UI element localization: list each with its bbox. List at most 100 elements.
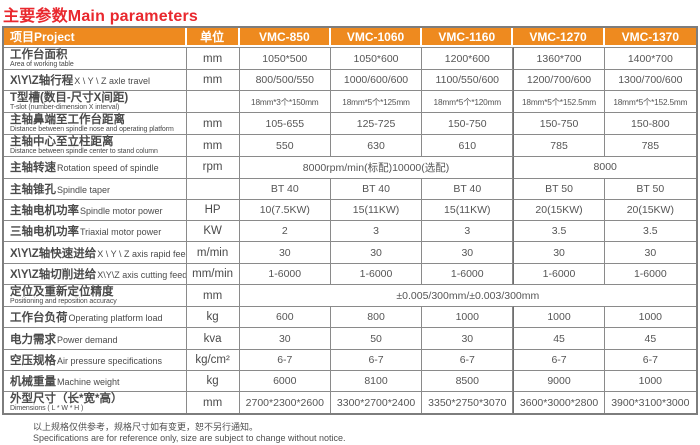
- cell-value: 1050*500: [239, 47, 331, 69]
- table-row: 外型尺寸（长*宽*高） Dimensions ( L * W * H ) mm 270…: [4, 391, 696, 414]
- cell-value: 1000: [513, 306, 605, 328]
- cell-value: 550: [239, 134, 331, 157]
- disclaimer-en: Specifications are for reference only, s…: [33, 433, 346, 444]
- row-label: 主轴转速Rotation speed of spindle: [4, 156, 187, 178]
- row-label-en: Distance between spindle center to stand…: [10, 148, 158, 156]
- cell-value: 8000: [513, 156, 696, 178]
- cell-value: 150-750: [513, 112, 605, 135]
- table-header: 项目Project 单位 VMC-850 VMC-1060 VMC-1160 V…: [4, 28, 696, 47]
- table-row: 主轴转速Rotation speed of spindle rpm 8000rpm/…: [4, 156, 696, 178]
- cell-value: 50: [330, 327, 423, 349]
- cell-value: 6-7: [513, 348, 605, 370]
- cell-value: 20(15KW): [604, 198, 696, 220]
- header-model-vmc-850: VMC-850: [239, 28, 331, 47]
- cell-value: 1100/550/600: [422, 69, 514, 91]
- cell-value: 2: [239, 220, 331, 242]
- row-label-en: Power demand: [57, 334, 118, 345]
- table-row: 工作台面积 Area of working table mm 1050*500 1050…: [4, 47, 696, 69]
- row-unit: [186, 177, 240, 199]
- cell-value: 1200*600: [422, 47, 514, 69]
- row-label-en: T-slot (number-dimension X interval): [10, 104, 120, 112]
- cell-value: 1000/600/600: [330, 69, 423, 91]
- row-unit: mm: [186, 134, 240, 157]
- cell-value: 3.5: [604, 220, 696, 241]
- row-label-cn: 工作台负荷: [10, 312, 68, 325]
- cell-value: 1400*700: [604, 47, 696, 69]
- cell-value: 8100: [330, 369, 423, 392]
- cell-value: 9000: [513, 369, 605, 392]
- table-row: X\Y\Z轴行程X \ Y \ Z axle travel mm 800/500/5…: [4, 69, 696, 91]
- header-model-vmc-1270: VMC-1270: [513, 28, 605, 47]
- row-label-cn: 外型尺寸（长*宽*高）: [10, 393, 123, 406]
- row-label-en: Distance between spindle nose and operat…: [10, 126, 174, 134]
- cell-value: 785: [513, 134, 605, 157]
- cell-value: 1000: [604, 369, 696, 391]
- cell-value: 30: [604, 241, 696, 262]
- cell-value: 30: [239, 327, 331, 349]
- cell-value: 1200/700/600: [513, 69, 605, 91]
- cell-value: 600: [239, 306, 331, 328]
- table-row: 电力需求Power demand kva 30 50 30 45 45: [4, 327, 696, 349]
- header-unit: 单位: [186, 28, 240, 47]
- cell-value: 105-655: [239, 112, 331, 135]
- row-label: 定位及重新定位精度 Positioning and reposition accu…: [4, 284, 187, 307]
- cell-value: 1000: [422, 306, 514, 328]
- row-label: X\Y\Z轴切削进给X\Y\Z axis cutting feed: [4, 262, 187, 285]
- cell-value: BT 50: [513, 177, 605, 199]
- cell-value: 1000: [604, 306, 696, 327]
- row-label-en: Machine weight: [57, 377, 120, 388]
- row-unit: mm: [186, 284, 240, 307]
- row-label-cn: X\Y\Z轴行程: [10, 75, 74, 88]
- cell-value: 3350*2750*3070: [422, 391, 514, 414]
- row-label: 主轴鼻端至工作台距离 Distance between spindle nose …: [4, 112, 187, 135]
- cell-value: 30: [422, 327, 514, 349]
- row-label-en: X\Y\Z axis cutting feed: [97, 269, 187, 280]
- disclaimer: 以上规格仅供参考，规格尺寸如有变更，恕不另行通知。 Specifications…: [33, 422, 700, 444]
- row-label: 主轴锥孔Spindle taper: [4, 177, 187, 199]
- row-label-en: Positioning and reposition accuracy: [10, 298, 117, 306]
- row-label-cn: 主轴鼻端至工作台距离: [10, 114, 125, 127]
- cell-value: 20(15KW): [513, 198, 605, 221]
- table-row: 空压规格Air pressure specifications kg/cm² 6-7…: [4, 348, 696, 370]
- cell-value: 30: [330, 241, 423, 263]
- row-label: T型槽(数目-尺寸X间距) T-slot (number-dimension X …: [4, 90, 187, 113]
- row-label-cn: 主轴电机功率: [10, 205, 79, 218]
- cell-value: 45: [513, 327, 605, 349]
- cell-value: 630: [330, 134, 423, 157]
- row-label-cn: 主轴中心至立柱距离: [10, 136, 114, 149]
- header-project: 项目Project: [4, 28, 187, 47]
- cell-value: BT 40: [239, 177, 331, 199]
- cell-value: ±0.005/300mm/±0.003/300mm: [239, 284, 696, 306]
- table-row: 三轴电机功率Triaxial motor power KW 2 3 3 3.5 3.5: [4, 220, 696, 242]
- cell-value: 3.5: [513, 220, 605, 242]
- row-label: 电力需求Power demand: [4, 327, 187, 349]
- cell-value: 785: [604, 134, 696, 156]
- row-unit: kg: [186, 369, 240, 392]
- row-label-cn: 主轴锥孔: [10, 183, 56, 196]
- spec-table-body: 工作台面积 Area of working table mm 1050*500 1050…: [4, 47, 696, 414]
- row-label-en: Triaxial motor power: [80, 227, 162, 238]
- row-unit: mm: [186, 391, 240, 414]
- main-parameters-table: 项目Project 单位 VMC-850 VMC-1060 VMC-1160 V…: [2, 26, 698, 416]
- cell-value: 1-6000: [239, 262, 331, 285]
- cell-value: 6000: [239, 369, 331, 392]
- cell-value: 150-750: [422, 112, 514, 135]
- row-label: 工作台负荷Operating platform load: [4, 306, 187, 328]
- row-unit: rpm: [186, 156, 240, 178]
- table-row: 主轴锥孔Spindle taper BT 40 BT 40 BT 40 BT 50 BT …: [4, 177, 696, 199]
- cell-value: 8500: [422, 369, 514, 392]
- row-label: X\Y\Z轴行程X \ Y \ Z axle travel: [4, 69, 187, 91]
- row-unit: kg: [186, 306, 240, 328]
- row-label-en: X \ Y \ Z axis rapid feed: [97, 248, 187, 259]
- row-label-cn: 主轴转速: [10, 162, 56, 175]
- cell-value: 15(11KW): [422, 198, 514, 221]
- row-unit: mm: [186, 47, 240, 69]
- row-label: X\Y\Z轴快速进给X \ Y \ Z axis rapid feed: [4, 241, 187, 263]
- row-unit: kg/cm²: [186, 348, 240, 370]
- header-model-vmc-1370: VMC-1370: [604, 28, 696, 47]
- table-row: 主轴电机功率Spindle motor power HP 10(7.5KW) 15(1…: [4, 198, 696, 221]
- cell-value: 30: [513, 241, 605, 263]
- cell-value: 10(7.5KW): [239, 198, 331, 221]
- row-label-cn: X\Y\Z轴快速进给: [10, 247, 97, 260]
- cell-value: 1-6000: [604, 262, 696, 284]
